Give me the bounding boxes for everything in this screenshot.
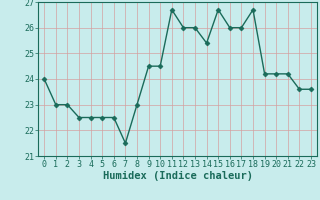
X-axis label: Humidex (Indice chaleur): Humidex (Indice chaleur) xyxy=(103,171,252,181)
